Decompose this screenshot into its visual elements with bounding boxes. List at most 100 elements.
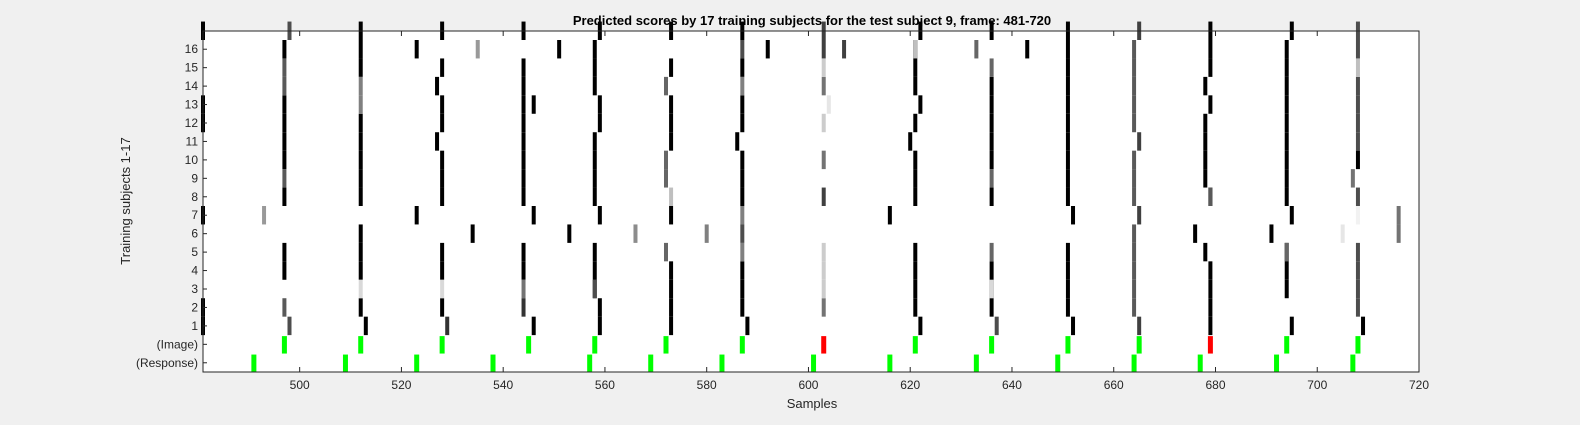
score-cell (1285, 243, 1289, 261)
score-cell (1203, 151, 1207, 169)
score-cell (1341, 224, 1345, 242)
score-cell (532, 95, 536, 113)
score-cell (913, 169, 917, 187)
x-tick-label: 700 (1307, 378, 1327, 392)
plot-area (203, 31, 1419, 372)
score-cell (1397, 224, 1401, 242)
score-cell (990, 261, 994, 279)
score-cell (1203, 169, 1207, 187)
y-tick-label: 10 (185, 153, 199, 167)
score-cell (593, 58, 597, 76)
score-cell (740, 243, 744, 261)
image-mark (358, 336, 363, 353)
score-cell (593, 132, 597, 150)
score-cell (1132, 40, 1136, 58)
score-cell (913, 77, 917, 95)
score-cell (822, 58, 826, 76)
score-cell (1071, 206, 1075, 224)
score-cell (664, 243, 668, 261)
x-tick-label: 720 (1409, 378, 1429, 392)
x-tick-label: 620 (900, 378, 920, 392)
score-cell (1203, 77, 1207, 95)
score-cell (282, 243, 286, 261)
score-cell (664, 151, 668, 169)
score-cell (1285, 151, 1289, 169)
x-tick-label: 660 (1104, 378, 1124, 392)
image-mark (1284, 336, 1289, 353)
score-cell (669, 95, 673, 113)
score-cell (1132, 261, 1136, 279)
score-cell (669, 188, 673, 206)
y-tick-label: 8 (191, 190, 198, 204)
score-cell (1137, 317, 1141, 335)
score-cell (740, 114, 744, 132)
y-tick-label: 1 (191, 319, 198, 333)
response-mark (1132, 355, 1137, 372)
score-cell (522, 188, 526, 206)
response-mark (1274, 355, 1279, 372)
score-cell (1356, 40, 1360, 58)
score-cell (913, 58, 917, 76)
score-cell (740, 224, 744, 242)
score-cell (359, 95, 363, 113)
score-cell (282, 298, 286, 316)
score-cell (359, 188, 363, 206)
score-cell (669, 298, 673, 316)
score-cell (1132, 280, 1136, 298)
score-cell (918, 317, 922, 335)
score-cell (740, 298, 744, 316)
score-cell (908, 132, 912, 150)
score-cell (359, 58, 363, 76)
y-tick-label: 14 (185, 79, 199, 93)
score-cell (913, 261, 917, 279)
score-cell (359, 169, 363, 187)
score-cell (1285, 132, 1289, 150)
score-cell (740, 206, 744, 224)
score-cell (1208, 95, 1212, 113)
score-cell (359, 243, 363, 261)
score-cell (1066, 261, 1070, 279)
score-cell (913, 280, 917, 298)
score-cell (1071, 317, 1075, 335)
score-cell (359, 114, 363, 132)
response-mark (1198, 355, 1203, 372)
score-cell (1066, 243, 1070, 261)
score-cell (435, 77, 439, 95)
score-cell (598, 206, 602, 224)
score-cell (1356, 243, 1360, 261)
score-cell (440, 280, 444, 298)
score-cell (522, 95, 526, 113)
image-mark (1208, 336, 1213, 353)
score-cell (593, 261, 597, 279)
score-cell (440, 298, 444, 316)
score-cell (435, 132, 439, 150)
score-cell (1356, 261, 1360, 279)
score-cell (1066, 298, 1070, 316)
chart-title: Predicted scores by 17 training subjects… (573, 13, 1051, 28)
score-cell (415, 206, 419, 224)
y-tick-label: 12 (185, 116, 199, 130)
score-cell (1066, 188, 1070, 206)
score-cell (1356, 132, 1360, 150)
score-cell (740, 188, 744, 206)
score-cell (282, 132, 286, 150)
score-cell (282, 151, 286, 169)
score-cell (593, 40, 597, 58)
score-cell (1356, 151, 1360, 169)
score-cell (1132, 224, 1136, 242)
score-cell (593, 280, 597, 298)
score-cell (913, 298, 917, 316)
score-cell (913, 40, 917, 58)
score-cell (1285, 95, 1289, 113)
response-mark (251, 355, 256, 372)
response-mark (491, 355, 496, 372)
score-cell (364, 317, 368, 335)
score-cell (440, 243, 444, 261)
score-cell (669, 114, 673, 132)
image-mark (913, 336, 918, 353)
score-cell (1361, 317, 1365, 335)
score-cell (522, 58, 526, 76)
score-cell (990, 114, 994, 132)
score-cell (522, 132, 526, 150)
score-cell (822, 188, 826, 206)
